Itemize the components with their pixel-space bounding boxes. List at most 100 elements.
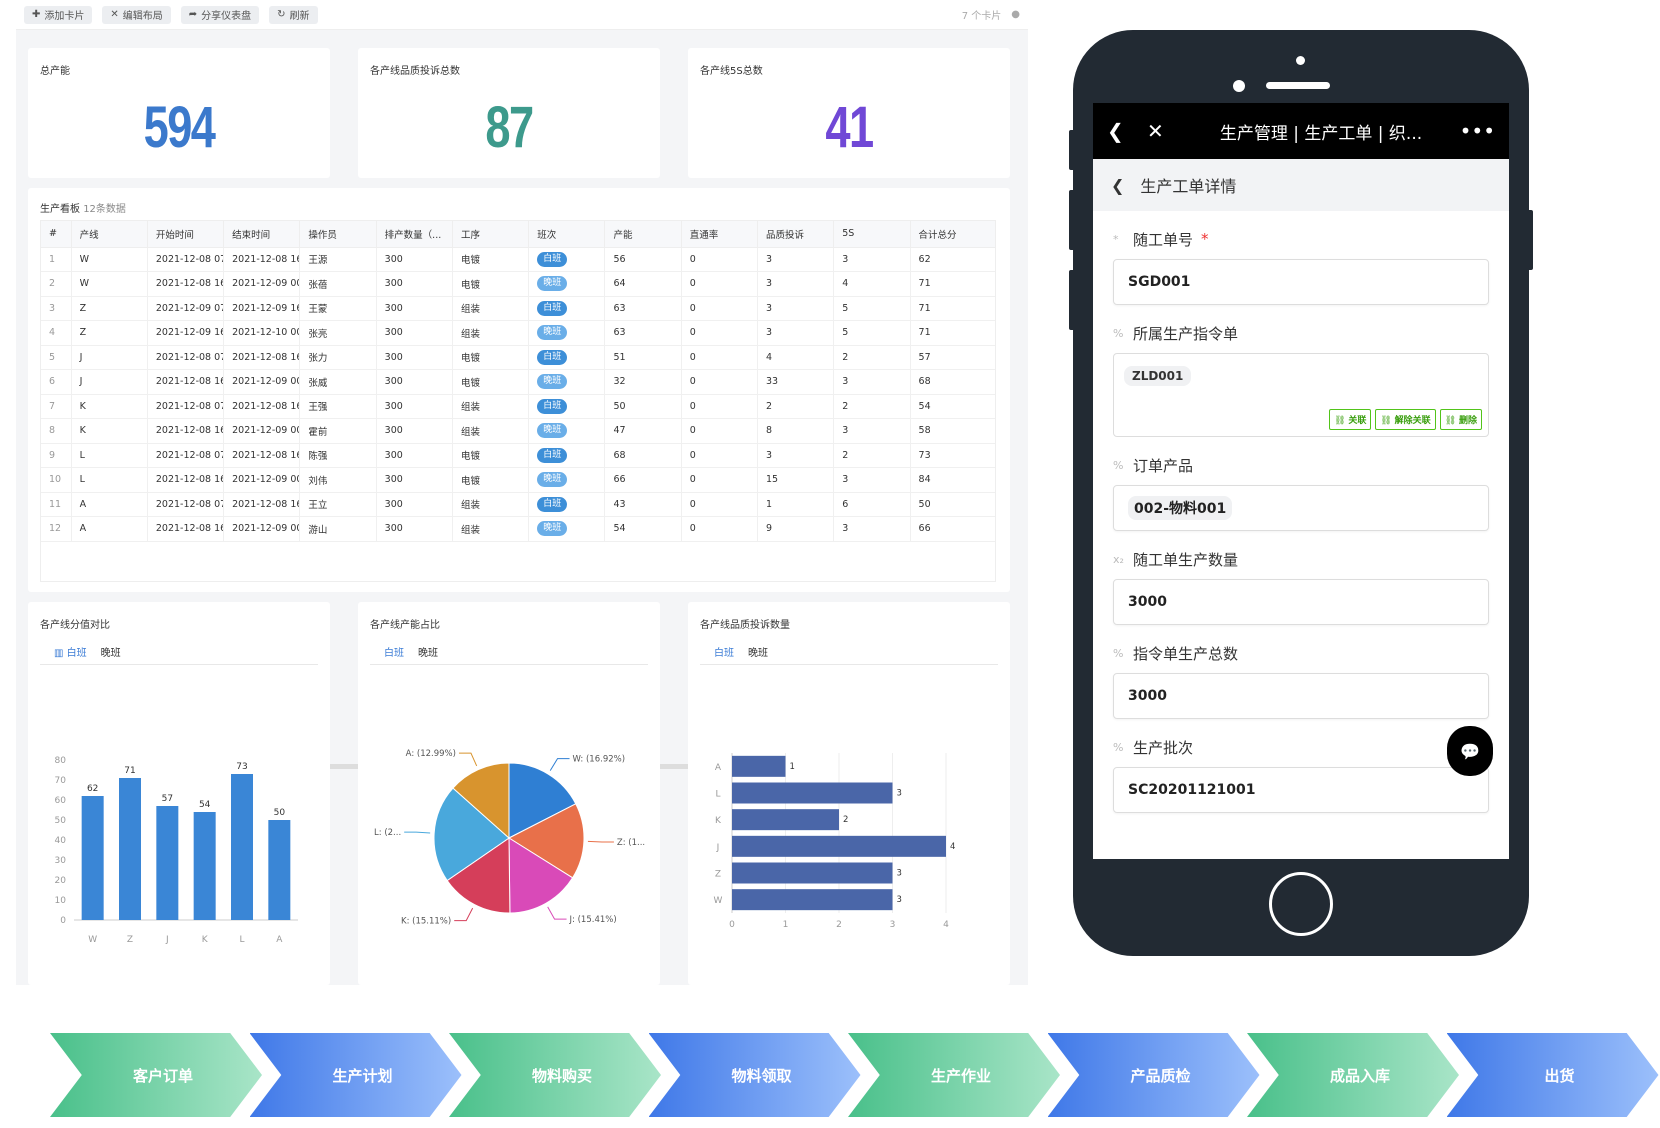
tab-night-shift[interactable]: 晚班 xyxy=(418,648,438,659)
tab-day-shift[interactable]: 白班 xyxy=(384,648,404,659)
table-row[interactable]: 6 J 2021-12-08 16: 2021-12-09 00: 张威 300 电镀 晚班 3… xyxy=(41,369,995,395)
comment-icon[interactable]: ● xyxy=(1011,9,1020,20)
table-body: 1 W 2021-12-08 07: 2021-12-08 16: 王源 300 电镀 白班 5… xyxy=(41,247,995,542)
unlink-button[interactable]: ⛓ 解除关联 xyxy=(1375,409,1436,430)
sensor xyxy=(1233,80,1245,92)
y-tick-label: L xyxy=(715,790,720,800)
table-cell: L xyxy=(71,467,148,493)
relation-tag[interactable]: ZLD001 xyxy=(1124,366,1192,386)
tab-day-shift[interactable]: ▥ 白班 xyxy=(54,644,87,659)
table-cell: 54 xyxy=(910,394,995,419)
production-table-wrap[interactable]: # 产线 开始时间 结束时间 操作员 排产数量（... 工序 班次 产能 直通率 品质投诉 5S 合计总… xyxy=(40,220,996,582)
chart-tabs: 白班 晚班 xyxy=(714,644,768,659)
hbar-K xyxy=(732,809,839,831)
order-no-field[interactable]: SGD001 xyxy=(1113,259,1489,305)
column-header[interactable]: 开始时间 xyxy=(147,221,225,248)
column-header[interactable]: 排产数量（... xyxy=(376,221,453,248)
table-row[interactable]: 9 L 2021-12-08 07: 2021-12-08 16: 陈强 300 电镀 白班 6… xyxy=(41,443,995,468)
table-row[interactable]: 11 A 2021-12-08 07: 2021-12-08 16: 王立 300 组装 白班… xyxy=(41,492,995,517)
refresh-button[interactable]: ↻ 刷新 xyxy=(269,5,318,24)
table-cell: 0 xyxy=(681,394,759,419)
bar-A xyxy=(268,820,291,920)
shift-badge: 白班 xyxy=(537,251,568,267)
table-row[interactable]: 5 J 2021-12-08 07: 2021-12-08 16: 张力 300 电镀 白班 5… xyxy=(41,345,995,370)
column-header[interactable]: 直通率 xyxy=(681,221,759,248)
tab-day-shift[interactable]: 白班 xyxy=(714,648,734,659)
flow-step: 物料领取 xyxy=(648,1033,861,1117)
table-cell: 300 xyxy=(376,369,453,395)
link-icon: % xyxy=(1113,326,1124,340)
table-cell: 0 xyxy=(681,443,759,468)
table-row[interactable]: 4 Z 2021-12-09 16: 2021-12-10 00: 张亮 300 组装 晚班 6… xyxy=(41,320,995,346)
shift-badge: 晚班 xyxy=(537,423,568,439)
tab-day-label: 白班 xyxy=(66,648,87,659)
table-cell: 4 xyxy=(833,271,911,297)
tab-night-shift[interactable]: 晚班 xyxy=(100,648,121,659)
y-tick-label: 30 xyxy=(55,856,67,866)
back-icon[interactable]: ❮ xyxy=(1107,119,1124,143)
column-header[interactable]: # xyxy=(41,221,72,248)
column-header[interactable]: 产能 xyxy=(604,221,682,248)
table-row[interactable]: 7 K 2021-12-08 07: 2021-12-08 16: 王强 300 组装 白班 5… xyxy=(41,394,995,419)
table-cell: 张威 xyxy=(299,369,377,395)
table-cell: 0 xyxy=(681,320,759,346)
flow-step: 产品质检 xyxy=(1047,1033,1260,1117)
bar-value-label: 4 xyxy=(950,842,955,852)
table-cell: 2021-12-08 16: xyxy=(223,394,301,419)
label-text: 随工单生产数量 xyxy=(1133,550,1239,569)
table-cell: 0 xyxy=(681,516,759,542)
kpi-value: 87 xyxy=(485,95,534,160)
edit-layout-button[interactable]: ✕ 编辑布局 xyxy=(102,5,171,24)
pie-leader-line xyxy=(547,906,567,920)
home-button[interactable] xyxy=(1269,872,1333,936)
table-row[interactable]: 8 K 2021-12-08 16: 2021-12-09 00: 霍前 300 组装 晚班 4… xyxy=(41,418,995,444)
delete-button[interactable]: ⛓ 删除 xyxy=(1439,409,1482,430)
quantity-field[interactable]: 3000 xyxy=(1113,579,1489,625)
table-cell: W xyxy=(71,271,148,297)
table-cell: 2021-12-09 00: xyxy=(223,467,301,493)
add-card-button[interactable]: ✚ 添加卡片 xyxy=(24,5,93,24)
table-cell: 68 xyxy=(604,443,682,468)
table-cell: 2021-12-08 16: xyxy=(223,443,301,468)
close-icon[interactable]: ✕ xyxy=(1147,119,1164,143)
y-tick-label: 70 xyxy=(55,776,67,786)
table-cell: 晚班 xyxy=(528,516,606,542)
column-header[interactable]: 品质投诉 xyxy=(757,221,835,248)
column-header[interactable]: 工序 xyxy=(452,221,530,248)
table-cell: 2 xyxy=(833,443,911,468)
share-dashboard-button[interactable]: ➦ 分享仪表盘 xyxy=(180,5,260,24)
tab-night-shift[interactable]: 晚班 xyxy=(748,648,768,659)
product-field[interactable]: 002-物料001 xyxy=(1113,485,1489,531)
chevron-left-icon[interactable]: ❮ xyxy=(1111,175,1125,195)
table-row[interactable]: 12 A 2021-12-08 16: 2021-12-09 00: 游山 300 组装 晚班… xyxy=(41,516,995,542)
table-row[interactable]: 10 L 2021-12-08 16: 2021-12-09 00: 刘伟 300 电镀 晚班… xyxy=(41,467,995,493)
more-icon[interactable]: ••• xyxy=(1459,119,1495,143)
table-cell: 3 xyxy=(757,271,835,297)
table-cell: 电镀 xyxy=(452,345,530,370)
label-text: 订单产品 xyxy=(1133,456,1194,475)
chat-fab[interactable]: 💬 xyxy=(1447,726,1493,776)
table-row[interactable]: 3 Z 2021-12-09 07: 2021-12-09 16: 王蒙 300 组装 白班 6… xyxy=(41,296,995,321)
chart-title: 各产线产能占比 xyxy=(370,620,440,631)
table-cell: 3 xyxy=(757,296,835,321)
bar-value-label: 71 xyxy=(124,766,135,776)
table-cell: 电镀 xyxy=(452,247,530,272)
total-field[interactable]: 3000 xyxy=(1113,673,1489,719)
table-header-row: # 产线 开始时间 结束时间 操作员 排产数量（... 工序 班次 产能 直通率 品质投诉 5S 合计总… xyxy=(41,221,995,248)
table-row[interactable]: 2 W 2021-12-08 16: 2021-12-09 00: 张蓓 300 电镀 晚班 6… xyxy=(41,271,995,297)
table-cell: 王源 xyxy=(299,247,377,272)
column-header[interactable]: 结束时间 xyxy=(223,221,301,248)
table-row[interactable]: 1 W 2021-12-08 07: 2021-12-08 16: 王源 300 电镀 白班 5… xyxy=(41,247,995,272)
pie-slice xyxy=(507,803,585,879)
table-cell: 7 xyxy=(41,394,72,419)
column-header[interactable]: 合计总分 xyxy=(910,221,995,248)
column-header[interactable]: 产线 xyxy=(71,221,148,248)
table-cell: 2 xyxy=(833,394,911,419)
table-cell: 2 xyxy=(757,394,835,419)
column-header[interactable]: 5S xyxy=(833,221,911,248)
link-button[interactable]: ⛓ 关联 xyxy=(1329,409,1372,430)
column-header[interactable]: 操作员 xyxy=(299,221,377,248)
batch-field[interactable]: SC20201121001 xyxy=(1113,767,1489,813)
column-header[interactable]: 班次 xyxy=(528,221,606,248)
flow-step-label: 出货 xyxy=(1544,1066,1575,1085)
